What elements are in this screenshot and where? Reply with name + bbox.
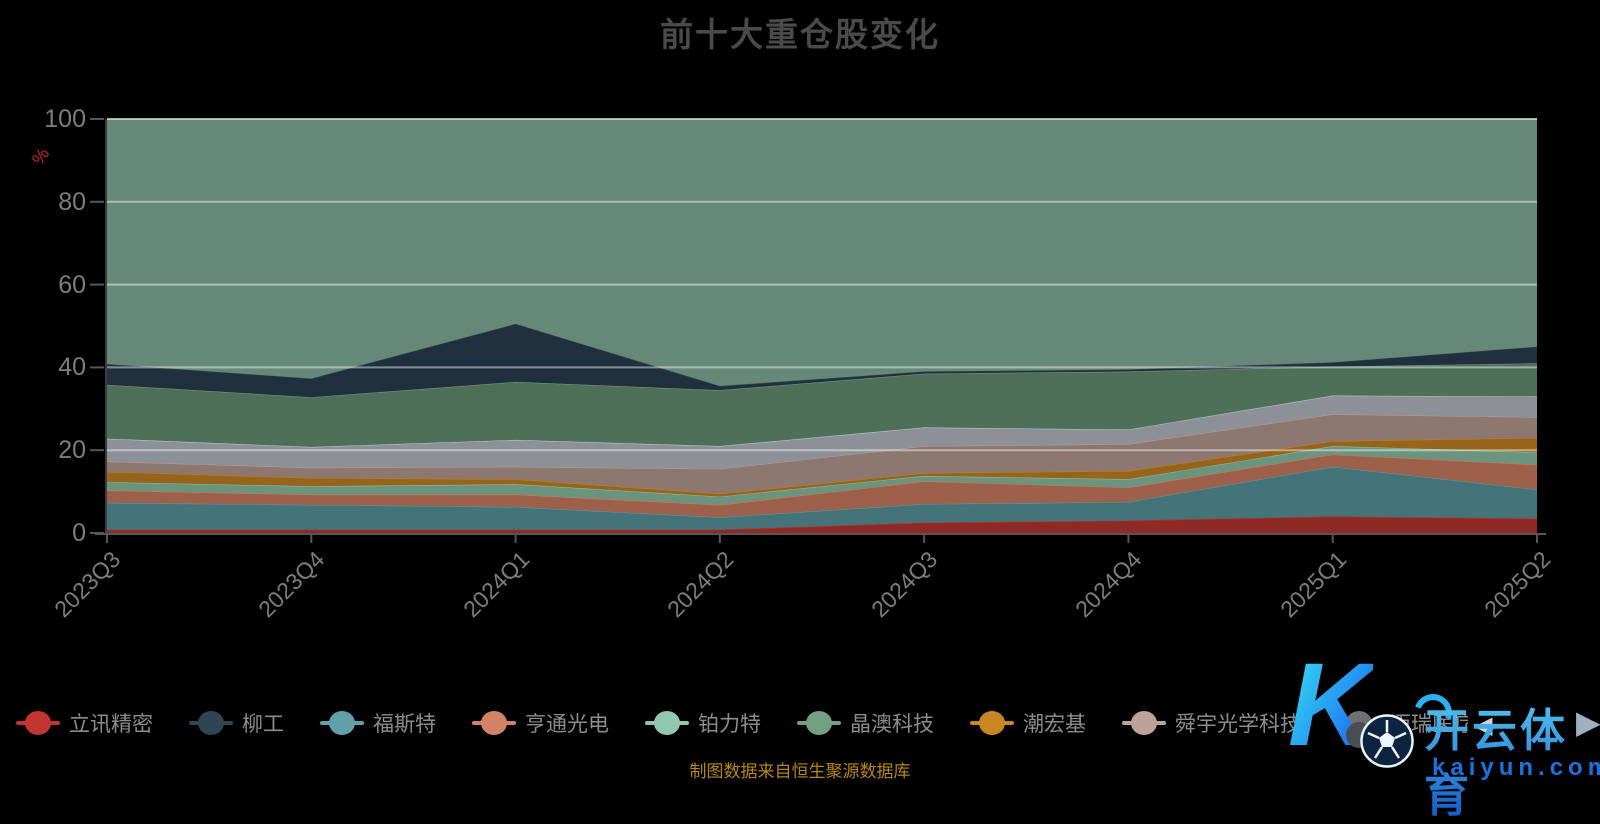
legend-marker-icon [189,710,233,736]
legend-label: 亨通光电 [525,713,609,736]
area-series-福斯特 [107,466,1537,530]
legend-item-舜宇光学科技[interactable]: 舜宇光学科技 [1122,708,1301,738]
legend-marker-icon [16,710,60,736]
legend-item-柳工[interactable]: 柳工 [189,708,284,738]
legend-item-铂力特[interactable]: 铂力特 [645,708,761,738]
data-source-caption: 制图数据来自恒生聚源数据库 [689,762,911,781]
area-series-柳工 [107,323,1537,398]
legend-label: 福斯特 [373,713,436,736]
legend-next-arrow-icon[interactable]: ▶ [1576,706,1600,738]
stacked-area-chart [90,118,1546,543]
kaiyun-watermark[interactable]: K 开云体育 kaiyun.com [1288,646,1600,821]
legend-label: 潮宏基 [1023,713,1086,736]
area-series-潮宏基 [107,437,1537,497]
legend-marker-icon [970,710,1014,736]
kaiyun-domain-text: kaiyun.com [1432,754,1600,781]
legend: 立讯精密柳工福斯特亨通光电铂力特晶澳科技潮宏基舜宇光学科技迈瑞医疗 [16,701,1468,745]
area-series-铂力特 [107,446,1537,505]
chart-title: 前十大重仓股变化 [660,16,940,53]
legend-marker-icon [797,710,841,736]
legend-item-福斯特[interactable]: 福斯特 [320,708,436,738]
area-series-舜宇光学科技 [107,414,1537,494]
legend-label: 柳工 [242,713,284,736]
legend-item-立讯精密[interactable]: 立讯精密 [16,708,153,738]
area-series-other [107,119,1537,387]
legend-label: 立讯精密 [69,713,153,736]
legend-marker-icon [320,710,364,736]
legend-item-潮宏基[interactable]: 潮宏基 [970,708,1086,738]
legend-marker-icon [1122,710,1166,736]
legend-label: 铂力特 [698,713,761,736]
legend-item-亨通光电[interactable]: 亨通光电 [472,708,609,738]
legend-item-晶澳科技[interactable]: 晶澳科技 [797,708,934,738]
legend-label: 晶澳科技 [850,713,934,736]
area-series-迈瑞医疗 [107,395,1537,469]
area-series-立讯精密 [107,516,1537,533]
soccer-ball-icon [1360,714,1414,768]
legend-marker-icon [645,710,689,736]
legend-marker-icon [472,710,516,736]
legend-prev-arrow-icon[interactable]: ◀ [1474,714,1492,738]
area-series-亨通光电 [107,454,1537,518]
legend-label: 舜宇光学科技 [1175,713,1301,736]
area-series-晶澳科技 [107,363,1537,447]
